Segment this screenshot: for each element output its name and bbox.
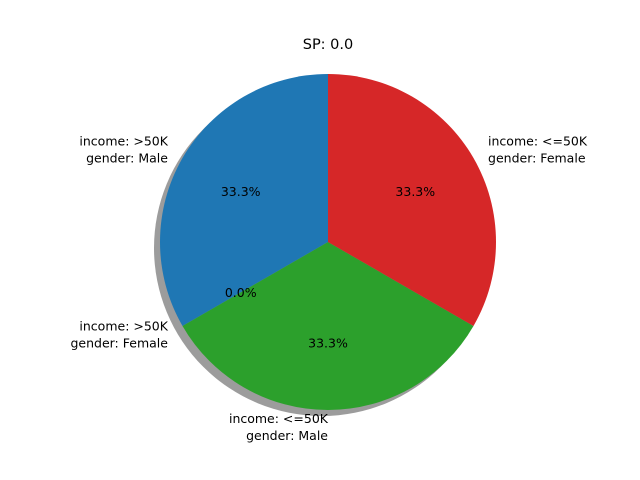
slice-label-line: gender: Female xyxy=(488,151,586,166)
pct-label-income-50k-gender-female: 33.3% xyxy=(395,184,435,199)
slice-labels: income: >50K gender: Male income: >50K gend… xyxy=(70,134,587,443)
pie-slice-income-50k-gender-male xyxy=(160,74,328,326)
slice-label-line: gender: Male xyxy=(246,428,328,443)
slice-label-income-50k-gender-male: income: >50K gender: Male xyxy=(79,134,168,166)
pct-label-income-50k-gender-female: 0.0% xyxy=(225,285,257,300)
pie-slices xyxy=(160,74,496,411)
slice-label-income-50k-gender-male: income: <=50K gender: Male xyxy=(229,411,329,443)
pie-slice-income-50k-gender-female xyxy=(328,74,496,326)
slice-label-line: gender: Male xyxy=(86,151,168,166)
slice-label-line: income: >50K xyxy=(79,134,168,149)
slice-label-line: gender: Female xyxy=(70,335,168,350)
slice-label-line: income: >50K xyxy=(79,318,168,333)
pct-label-income-50k-gender-male: 33.3% xyxy=(308,335,348,350)
slice-label-income-50k-gender-female: income: >50K gender: Female xyxy=(70,318,168,350)
slice-label-line: income: <=50K xyxy=(488,134,588,149)
slice-label-income-50k-gender-female: income: <=50K gender: Female xyxy=(488,134,588,166)
pie-slice-income-50k-gender-male xyxy=(182,242,474,411)
percent-labels: 33.3% 0.0% 33.3% 33.3% xyxy=(221,184,435,350)
pct-label-income-50k-gender-male: 33.3% xyxy=(221,184,261,199)
chart-title: SP: 0.0 xyxy=(303,37,354,53)
slice-label-line: income: <=50K xyxy=(229,411,329,426)
